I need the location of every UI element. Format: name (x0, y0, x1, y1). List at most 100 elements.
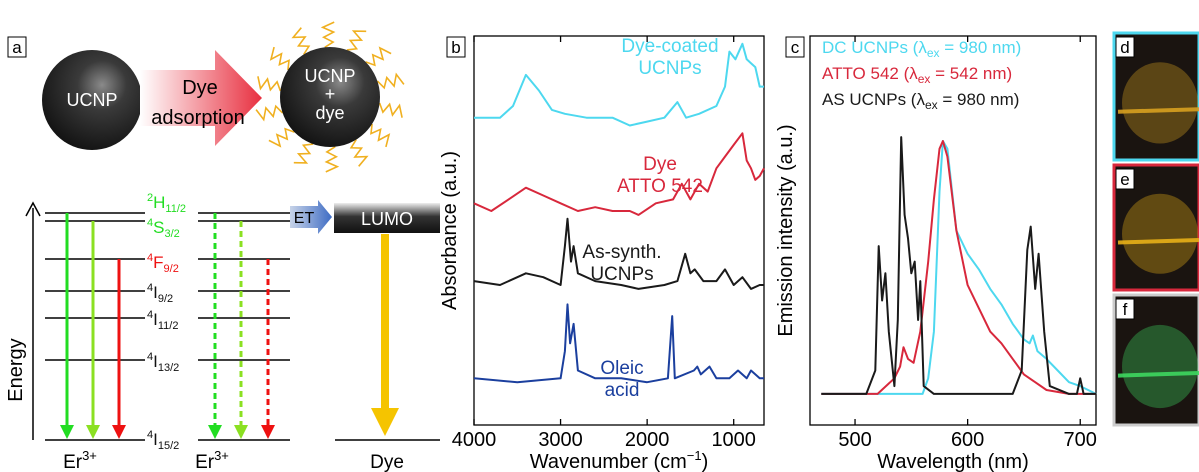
photo-beam (1118, 109, 1199, 112)
panel-letter: c (791, 38, 800, 57)
panel-letter: a (12, 38, 22, 57)
ion-main: Er (63, 452, 83, 472)
x-tick-label: 600 (951, 429, 984, 451)
transition-arrowhead (234, 425, 248, 439)
dye-arrowhead (371, 408, 399, 436)
photos: def (1114, 33, 1199, 425)
series-label: UCNPs (638, 58, 701, 79)
legend-end: = 980 nm) (938, 90, 1020, 109)
legend-sub: ex (925, 98, 938, 112)
level-label: 2H11/2 (147, 192, 186, 215)
et-label: ET (294, 210, 315, 227)
photo-glow (1122, 325, 1198, 408)
series-label: Oleic (600, 358, 643, 379)
series-label: UCNPs (590, 264, 653, 285)
level-sub: 11/2 (158, 320, 179, 332)
level-sub: 9/2 (164, 263, 179, 275)
transition-arrowhead (261, 425, 275, 439)
level-sub: 13/2 (158, 362, 179, 374)
level-label: 4I15/2 (147, 429, 179, 452)
level-label: 4I11/2 (147, 309, 178, 332)
spectrum-line (474, 133, 764, 215)
ion-sup: 3+ (82, 448, 97, 463)
legend-name: AS UCNPs (λ (822, 90, 925, 109)
level-sub: 3/2 (164, 228, 179, 240)
photo-glow (1122, 62, 1198, 143)
series-label: ATTO 542 (617, 176, 703, 197)
panel-letter: e (1120, 170, 1129, 189)
dye-molecule (323, 22, 335, 47)
level-label: 4I9/2 (147, 282, 173, 305)
sphere-label: dye (315, 103, 344, 123)
dye-molecule (269, 129, 295, 146)
sphere-label: UCNP (66, 90, 117, 110)
dye-molecule (258, 76, 281, 91)
x-tick-label: 700 (1064, 429, 1097, 451)
dye-molecule (377, 74, 404, 87)
x-label-end: ) (702, 451, 709, 472)
transition-arrowhead (86, 425, 100, 439)
level-sub: 11/2 (165, 203, 186, 215)
y-axis-label: Emission intensity (a.u.) (775, 124, 797, 336)
spectrum-line (821, 137, 1096, 394)
panel-letter: b (451, 38, 460, 57)
sphere-label: UCNP (304, 66, 355, 86)
dye-molecule (351, 140, 367, 167)
dye-molecule (326, 147, 338, 172)
x-axis-label: Wavelength (nm) (877, 451, 1029, 472)
spectrum-line (821, 141, 1096, 394)
figure: a UCNP Dye adsorption UCNP + dye Energy … (0, 0, 1199, 472)
x-label-text: Wavelength (nm) (877, 451, 1029, 472)
photo-beam (1118, 240, 1199, 243)
level-label: 4S3/2 (147, 217, 180, 240)
transition-arrowhead (60, 425, 74, 439)
dye-molecule (294, 144, 313, 163)
dye-label: Dye (370, 452, 404, 472)
spectrum-line (474, 44, 764, 126)
spectrum-line (821, 141, 1096, 394)
legend-entry: DC UCNPs (λex = 980 nm) (822, 38, 1021, 60)
dye-molecule (380, 103, 403, 118)
legend-name: DC UCNPs (λ (822, 38, 927, 57)
x-label-sup: −1 (687, 448, 702, 463)
dye-molecule (271, 47, 289, 70)
transition-arrowhead (112, 425, 126, 439)
panel-letter: f (1123, 300, 1128, 319)
level-main: S (153, 218, 164, 237)
level-label: 4F9/2 (147, 252, 179, 275)
series-label: acid (605, 380, 640, 401)
level-main: H (153, 193, 165, 212)
x-tick-label: 3000 (538, 429, 583, 451)
level-label: 4I13/2 (147, 351, 179, 374)
legend-sub: ex (918, 72, 931, 86)
legend-entry: AS UCNPs (λex = 980 nm) (822, 90, 1019, 112)
ion-label: Er3+ (195, 448, 229, 472)
energy-label: Energy (5, 338, 27, 401)
lumo-label: LUMO (361, 209, 413, 229)
level-sub: 15/2 (158, 440, 179, 452)
ion-sup: 3+ (214, 448, 229, 463)
dye-molecule (293, 28, 309, 55)
x-tick-label: 2000 (625, 429, 670, 451)
dye-molecule (347, 31, 366, 50)
y-axis-label: Absorbance (a.u.) (439, 151, 461, 310)
x-tick-label: 4000 (452, 429, 497, 451)
photo-glow (1122, 194, 1198, 274)
sphere-label: + (325, 84, 336, 104)
series-label: Dye-coated (621, 36, 718, 57)
x-label-text: Wavenumber (cm (530, 451, 687, 472)
legend-entry: ATTO 542 (λex = 542 nm) (822, 64, 1012, 86)
level-sub: 9/2 (158, 293, 173, 305)
arrow-label: adsorption (151, 107, 244, 129)
x-axis-label: Wavenumber (cm−1) (530, 448, 709, 472)
legend-name: ATTO 542 (λ (822, 64, 918, 83)
transition-arrowhead (208, 425, 222, 439)
dye-molecule (371, 124, 389, 147)
x-tick-label: 500 (838, 429, 871, 451)
legend-sub: ex (927, 46, 940, 60)
ion-main: Er (195, 452, 215, 472)
series-label: Dye (643, 154, 677, 175)
arrow-label: Dye (182, 77, 218, 99)
